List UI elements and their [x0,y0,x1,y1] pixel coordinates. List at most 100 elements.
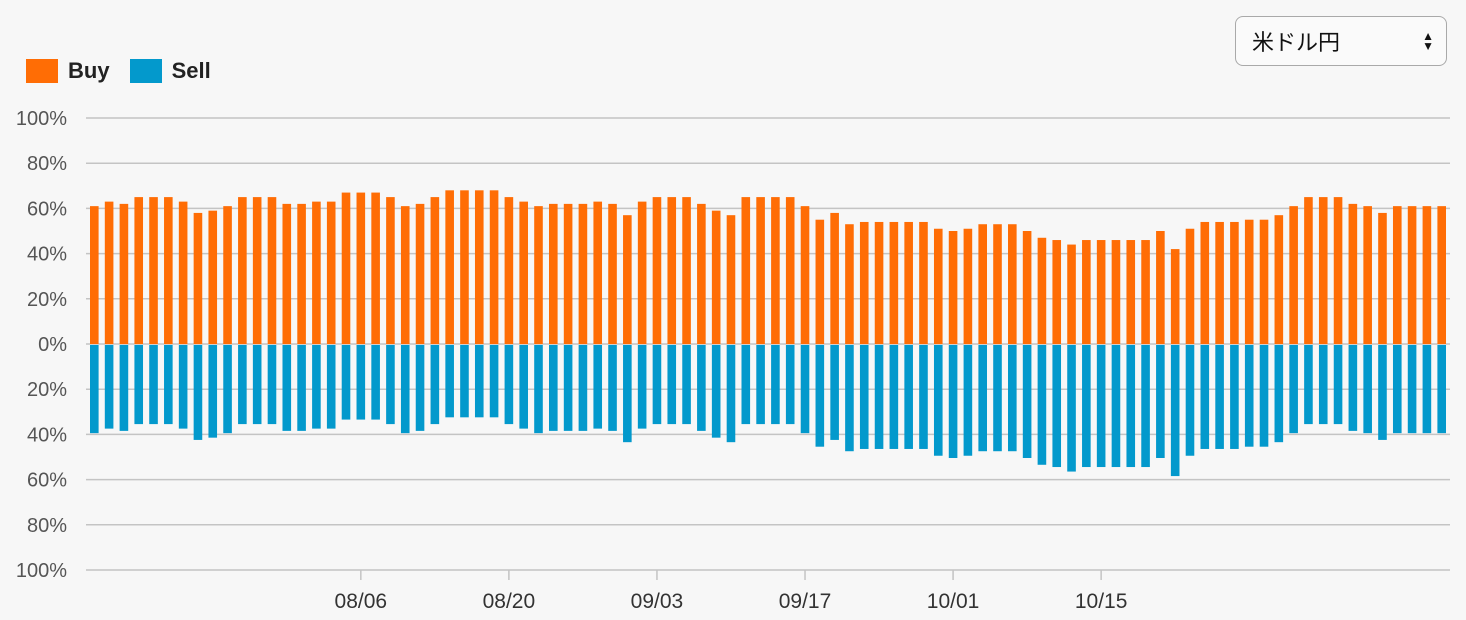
buy-bar[interactable] [1082,240,1091,344]
sell-bar[interactable] [578,345,588,431]
sell-bar[interactable] [252,345,262,425]
buy-bar[interactable] [889,221,899,344]
buy-bar[interactable] [1289,206,1298,344]
sell-bar[interactable] [356,345,366,420]
buy-bar[interactable] [445,190,454,344]
buy-bar[interactable] [341,192,351,344]
buy-bar[interactable] [637,201,647,344]
sell-bar[interactable] [445,345,454,418]
buy-bar[interactable] [1096,240,1106,344]
buy-bar[interactable] [1274,215,1284,344]
sell-bar[interactable] [1170,345,1180,477]
sell-bar[interactable] [652,345,662,425]
buy-bar[interactable] [415,203,425,344]
sell-bar[interactable] [90,345,99,434]
sell-bar[interactable] [1363,345,1372,434]
buy-bar[interactable] [1037,237,1047,344]
buy-bar[interactable] [371,192,380,344]
buy-bar[interactable] [297,203,306,344]
buy-bar[interactable] [1422,206,1432,344]
sell-bar[interactable] [223,345,232,434]
buy-bar[interactable] [208,210,218,344]
buy-bar[interactable] [1185,228,1195,344]
buy-bar[interactable] [356,192,366,344]
sell-bar[interactable] [1422,345,1432,434]
sell-bar[interactable] [889,345,899,449]
sell-bar[interactable] [637,345,647,429]
buy-bar[interactable] [282,203,292,344]
sell-bar[interactable] [1407,345,1417,434]
buy-bar[interactable] [430,197,440,344]
sell-bar[interactable] [1333,345,1343,425]
buy-bar[interactable] [785,197,795,344]
buy-bar[interactable] [741,197,751,344]
buy-bar[interactable] [1407,206,1417,344]
buy-bar[interactable] [859,221,869,344]
sell-bar[interactable] [771,345,780,425]
sell-bar[interactable] [978,345,987,452]
sell-bar[interactable] [134,345,144,425]
buy-bar[interactable] [1348,203,1358,344]
buy-bar[interactable] [667,197,677,344]
buy-bar[interactable] [874,221,884,344]
buy-bar[interactable] [578,203,588,344]
buy-bar[interactable] [1437,206,1446,344]
buy-bar[interactable] [1008,224,1017,344]
sell-bar[interactable] [1304,345,1313,425]
sell-bar[interactable] [326,345,336,429]
buy-bar[interactable] [178,201,188,344]
buy-bar[interactable] [919,221,928,344]
currency-pair-select[interactable]: 米ドル円 ▲ ▼ [1235,16,1447,66]
buy-bar[interactable] [697,203,706,344]
sell-bar[interactable] [1259,345,1269,447]
buy-bar[interactable] [474,190,484,344]
sell-bar[interactable] [948,345,958,458]
sell-bar[interactable] [297,345,306,431]
sell-bar[interactable] [208,345,218,438]
sell-bar[interactable] [756,345,765,425]
buy-bar[interactable] [223,206,232,344]
buy-bar[interactable] [978,224,987,344]
buy-bar[interactable] [682,197,691,344]
buy-bar[interactable] [1156,231,1165,344]
buy-bar[interactable] [830,212,839,344]
sell-bar[interactable] [178,345,188,429]
sell-bar[interactable] [845,345,854,452]
buy-bar[interactable] [1022,231,1032,344]
sell-bar[interactable] [1022,345,1032,458]
sell-bar[interactable] [149,345,158,425]
buy-bar[interactable] [1230,221,1239,344]
sell-bar[interactable] [267,345,277,425]
sell-bar[interactable] [830,345,839,440]
sell-bar[interactable] [741,345,751,425]
buy-bar[interactable] [593,201,603,344]
sell-bar[interactable] [608,345,617,431]
sell-bar[interactable] [1378,345,1387,440]
sell-bar[interactable] [919,345,928,449]
buy-bar[interactable] [238,197,247,344]
buy-bar[interactable] [608,203,617,344]
buy-bar[interactable] [1141,240,1150,344]
sell-bar[interactable] [104,345,114,429]
buy-bar[interactable] [904,221,913,344]
buy-bar[interactable] [326,201,336,344]
buy-bar[interactable] [400,206,410,344]
buy-bar[interactable] [267,197,277,344]
sell-bar[interactable] [1185,345,1195,456]
buy-bar[interactable] [519,201,528,344]
sell-bar[interactable] [1437,345,1446,434]
buy-bar[interactable] [386,197,395,344]
sell-bar[interactable] [667,345,677,425]
sell-bar[interactable] [1126,345,1136,468]
sell-bar[interactable] [371,345,380,420]
sell-bar[interactable] [460,345,469,418]
sell-bar[interactable] [312,345,321,429]
buy-bar[interactable] [119,203,129,344]
sell-bar[interactable] [415,345,425,431]
sell-bar[interactable] [1052,345,1062,468]
sell-bar[interactable] [1348,345,1358,431]
sell-bar[interactable] [993,345,1002,452]
sell-bar[interactable] [1215,345,1224,449]
buy-bar[interactable] [1170,249,1180,344]
sell-bar[interactable] [904,345,913,449]
